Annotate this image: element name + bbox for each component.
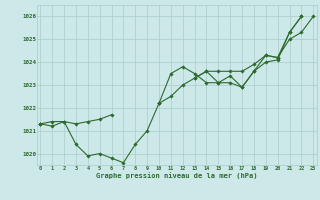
X-axis label: Graphe pression niveau de la mer (hPa): Graphe pression niveau de la mer (hPa) (96, 172, 258, 179)
